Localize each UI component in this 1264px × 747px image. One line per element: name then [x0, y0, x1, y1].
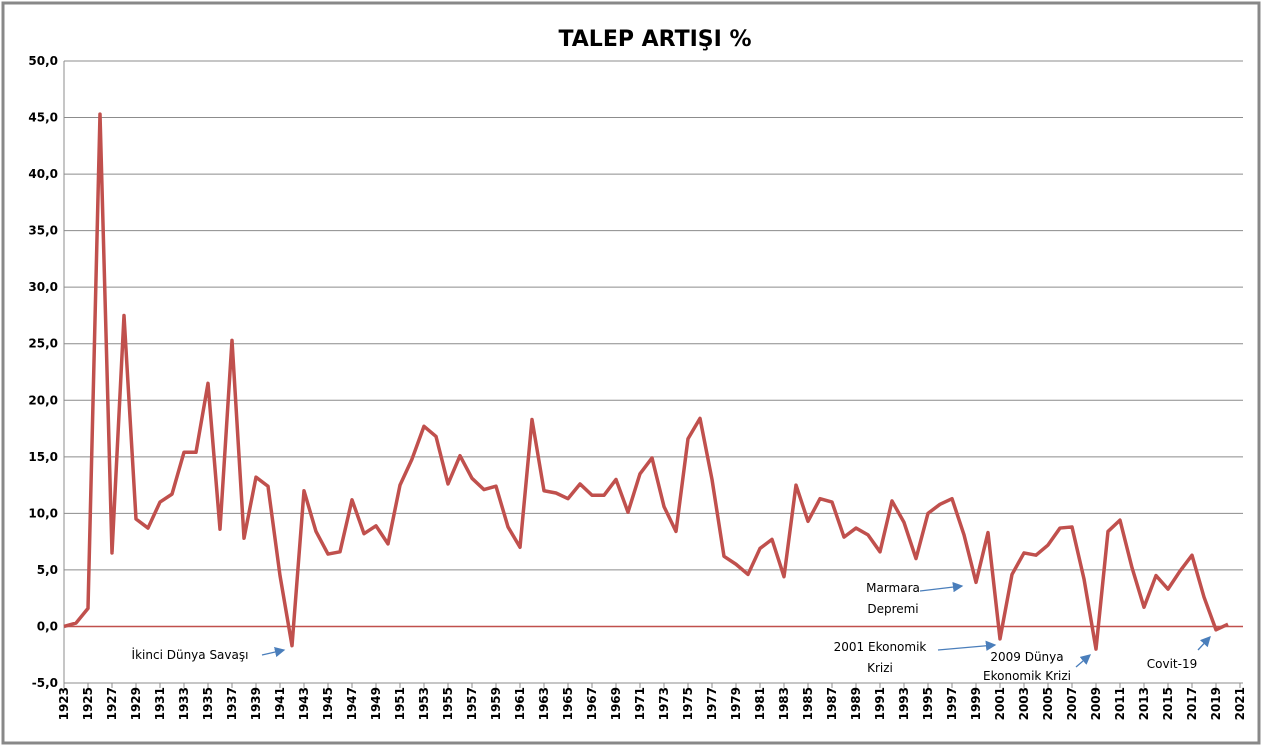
x-tick-label: 2001: [993, 687, 1007, 720]
x-tick-label: 1959: [489, 687, 503, 720]
annotation-arrow: [919, 581, 964, 593]
annotation: Depremi: [867, 602, 918, 616]
x-tick-label: 1953: [417, 687, 431, 720]
chart-title: TALEP ARTIŞI %: [558, 27, 751, 52]
plot: [63, 112, 1229, 651]
x-tick-label: 2021: [1233, 687, 1247, 720]
x-tick-label: 2017: [1185, 687, 1199, 720]
annotation: Covit-19: [1147, 657, 1197, 671]
annotation: İkinci Dünya Savaşı: [132, 647, 249, 662]
x-tick-label: 1945: [321, 687, 335, 720]
x-tick-label: 2003: [1017, 687, 1031, 720]
x-tick-label: 1985: [801, 687, 815, 720]
annotation: 2001 Ekonomik: [834, 640, 927, 654]
y-tick-label: 0,0: [37, 619, 58, 633]
y-tick-label: 35,0: [28, 224, 58, 238]
x-tick-label: 2011: [1113, 687, 1127, 720]
x-tick-label: 1943: [297, 687, 311, 720]
x-tick-label: 1999: [969, 687, 983, 720]
y-tick-label: 20,0: [28, 393, 58, 407]
x-tick-label: 1969: [609, 687, 623, 720]
x-tick-label: 2005: [1041, 687, 1055, 720]
x-tick-label: 1939: [249, 687, 263, 720]
x-tick-label: 1997: [945, 687, 959, 720]
x-tick-label: 1965: [561, 687, 575, 720]
annotation-arrow: [1075, 654, 1091, 668]
x-tick-label: 1979: [729, 687, 743, 720]
annotation: Krizi: [867, 661, 893, 675]
x-tick-label: 1925: [81, 687, 95, 720]
x-tick-label: 1977: [705, 687, 719, 720]
annotation: 2009 Dünya: [990, 650, 1063, 664]
x-tick-label: 2015: [1161, 687, 1175, 720]
series-line: [63, 112, 1229, 651]
y-tick-label: 50,0: [28, 54, 58, 68]
x-tick-label: 1949: [369, 687, 383, 720]
x-tick-label: 1983: [777, 687, 791, 720]
x-tick-label: 2013: [1137, 687, 1151, 720]
x-tick-label: 1987: [825, 687, 839, 720]
y-tick-label: 10,0: [28, 506, 58, 520]
x-tick-label: 1933: [177, 687, 191, 720]
x-tick-label: 1971: [633, 687, 647, 720]
x-tick-label: 2007: [1065, 687, 1079, 720]
x-tick-label: 1941: [273, 687, 287, 720]
annotation-arrow: [261, 646, 286, 658]
x-tick-label: 1967: [585, 687, 599, 720]
x-tick-label: 1937: [225, 687, 239, 720]
x-tick-label: 1955: [441, 687, 455, 720]
y-tick-label: 30,0: [28, 280, 58, 294]
x-tick-label: 1923: [57, 687, 71, 720]
x-tick-label: 1931: [153, 687, 167, 720]
x-tick-label: 2009: [1089, 687, 1103, 720]
x-tick-label: 1993: [897, 687, 911, 720]
y-tick-label: 5,0: [37, 563, 58, 577]
x-tick-label: 1963: [537, 687, 551, 720]
x-tick-label: 1995: [921, 687, 935, 720]
x-tick-label: 2019: [1209, 687, 1223, 720]
x-tick-label: 1981: [753, 687, 767, 720]
y-tick-label: 15,0: [28, 450, 58, 464]
y-tick-label: 45,0: [28, 111, 58, 125]
y-tick-label: 40,0: [28, 167, 58, 181]
y-tick-label: 25,0: [28, 337, 58, 351]
annotation: Marmara: [866, 581, 920, 595]
x-tick-label: 1991: [873, 687, 887, 720]
annotation-arrow: [1197, 636, 1211, 651]
x-tick-label: 1935: [201, 687, 215, 720]
x-tick-label: 1989: [849, 687, 863, 720]
x-tick-label: 1957: [465, 687, 479, 720]
grid: [63, 60, 1243, 688]
y-tick-label: -5,0: [32, 676, 58, 690]
x-tick-label: 1929: [129, 687, 143, 720]
annotation-arrow: [937, 640, 997, 651]
x-tick-label: 1947: [345, 687, 359, 720]
annotation: Ekonomik Krizi: [983, 669, 1071, 683]
x-tick-label: 1961: [513, 687, 527, 720]
x-tick-label: 1927: [105, 687, 119, 720]
x-tick-label: 1975: [681, 687, 695, 720]
x-tick-label: 1973: [657, 687, 671, 720]
x-tick-label: 1951: [393, 687, 407, 720]
